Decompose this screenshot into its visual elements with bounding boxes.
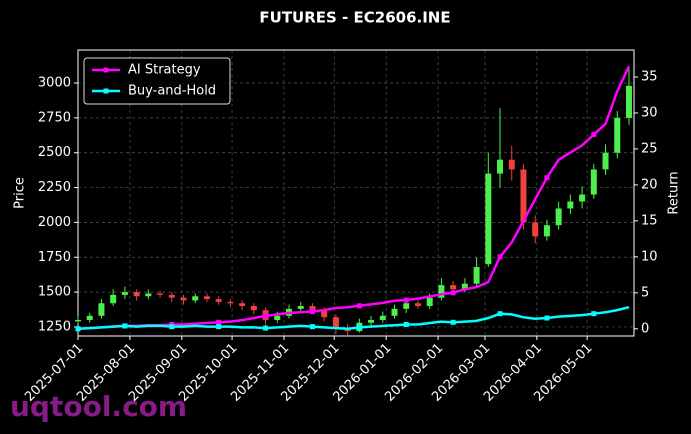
- line-marker: [544, 315, 550, 321]
- candle-body: [520, 169, 527, 223]
- line-marker: [122, 323, 128, 329]
- y-tick-label: 2250: [38, 180, 71, 195]
- y2-tick-label: 10: [641, 249, 658, 264]
- candle-body: [414, 303, 421, 307]
- y2-tick-label: 15: [641, 213, 658, 228]
- candle-body: [403, 303, 410, 309]
- line-marker: [216, 319, 222, 325]
- y-tick-label: 1500: [38, 285, 71, 300]
- candle-body: [461, 283, 468, 290]
- candle-body: [497, 159, 504, 174]
- candle-body: [309, 306, 316, 311]
- candle-body: [86, 315, 93, 320]
- line-marker: [591, 311, 597, 317]
- legend-label: AI Strategy: [128, 63, 201, 78]
- y-tick-label: 1250: [38, 319, 71, 334]
- candle-body: [297, 306, 304, 309]
- candle-body: [75, 319, 81, 322]
- line-marker: [169, 324, 175, 330]
- candle-body: [438, 285, 445, 298]
- watermark: uqtool.com: [10, 390, 187, 423]
- y2-tick-label: 20: [641, 177, 658, 192]
- line-marker: [356, 324, 362, 330]
- candle-body: [391, 308, 398, 316]
- y2-tick-label: 35: [641, 69, 658, 84]
- line-marker: [75, 326, 81, 332]
- candle-body: [508, 159, 515, 170]
- line-marker: [263, 313, 269, 319]
- candle-body: [274, 315, 281, 320]
- line-marker: [544, 175, 550, 181]
- line-marker: [403, 297, 409, 303]
- candle-body: [250, 306, 257, 311]
- y2-tick-label: 5: [641, 285, 649, 300]
- y-axis-label: Price: [13, 177, 28, 209]
- candle-body: [602, 152, 609, 170]
- candle-body: [203, 296, 210, 300]
- candle-body: [579, 194, 586, 202]
- y-tick-label: 2500: [38, 145, 71, 160]
- candle-body: [227, 301, 234, 304]
- candle-body: [157, 293, 164, 295]
- plot-frame: [77, 49, 635, 337]
- legend-marker: [103, 88, 109, 94]
- candle-body: [121, 292, 128, 295]
- line-marker: [216, 324, 222, 330]
- candle-body: [625, 85, 632, 118]
- candle-body: [133, 292, 140, 297]
- legend-marker: [103, 67, 109, 73]
- y2-tick-label: 25: [641, 141, 658, 156]
- line-marker: [450, 319, 456, 325]
- y2-tick-label: 0: [641, 321, 649, 336]
- legend-label: Buy-and-Hold: [128, 84, 216, 99]
- candle-body: [450, 285, 457, 290]
- candle-body: [426, 297, 433, 307]
- line-marker: [403, 321, 409, 327]
- candle-body: [110, 294, 117, 304]
- candle-body: [543, 225, 550, 237]
- candle-body: [239, 303, 246, 307]
- return-line: [77, 65, 631, 331]
- candle-body: [473, 267, 480, 284]
- line-marker: [591, 132, 597, 138]
- candle-body: [321, 310, 328, 318]
- y2-axis-label: Return: [667, 171, 682, 214]
- candle-body: [180, 297, 187, 301]
- line-marker: [497, 254, 503, 260]
- candle-body: [379, 315, 386, 320]
- y-tick-label: 3000: [38, 76, 71, 91]
- candle-body: [332, 317, 339, 329]
- line-marker: [356, 303, 362, 309]
- line-marker: [309, 324, 315, 330]
- candle-body: [614, 117, 621, 153]
- candle-body: [555, 208, 562, 226]
- line-marker: [450, 290, 456, 296]
- candle-body: [145, 293, 152, 297]
- y2-tick-label: 30: [641, 105, 658, 120]
- candle-body: [192, 296, 199, 301]
- line-marker: [497, 311, 503, 317]
- y-tick-label: 1750: [38, 250, 71, 265]
- candle-body: [98, 303, 105, 316]
- candle-body: [485, 173, 492, 265]
- candle-body: [590, 169, 597, 195]
- candle-body: [368, 319, 375, 323]
- candle-body: [215, 299, 222, 302]
- candle-body: [168, 294, 175, 298]
- candle-body: [567, 201, 574, 209]
- y-tick-label: 2750: [38, 110, 71, 125]
- line-marker: [309, 309, 315, 315]
- legend-box: [83, 57, 231, 105]
- y-tick-label: 2000: [38, 215, 71, 230]
- line-marker: [263, 325, 269, 331]
- chart-title: FUTURES - EC2606.INE: [259, 9, 450, 27]
- candle-body: [532, 222, 539, 237]
